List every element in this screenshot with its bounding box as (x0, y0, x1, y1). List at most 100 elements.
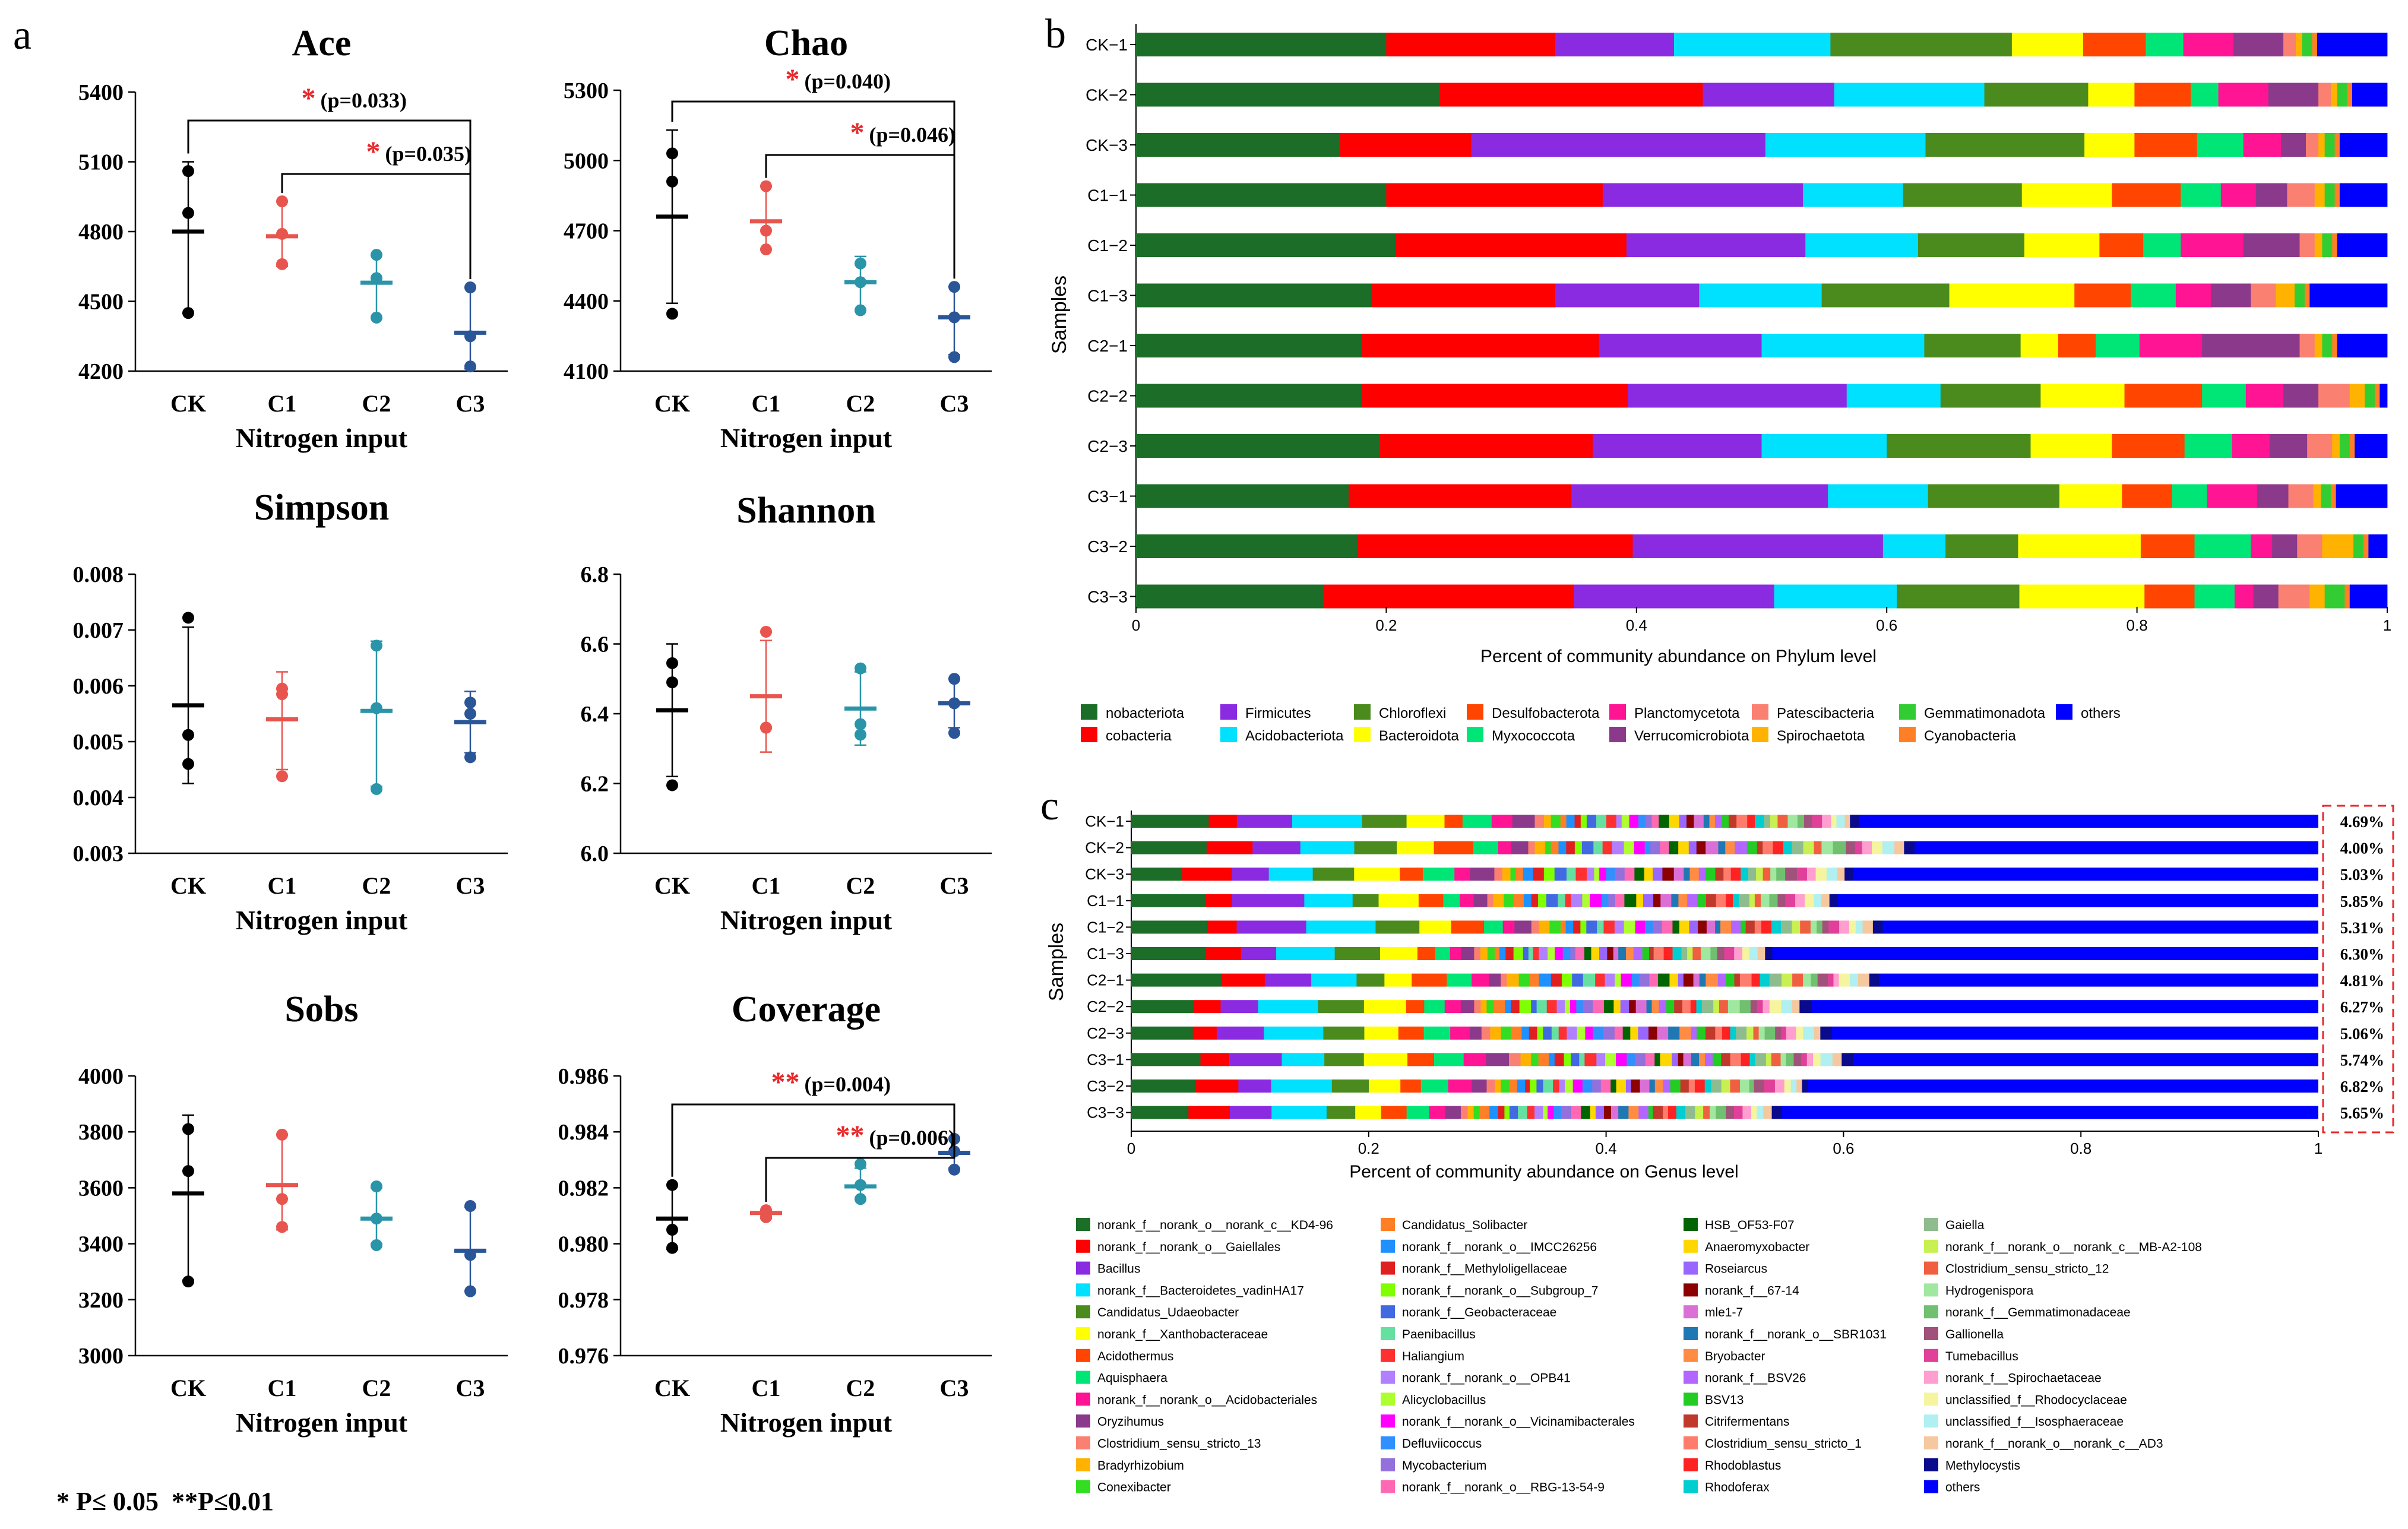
x-tick-label: 0 (1127, 1139, 1135, 1157)
genus-bar-segment (1620, 1000, 1629, 1014)
genus-bar-segment (1703, 1106, 1710, 1119)
genus-bar-segment (1511, 1026, 1522, 1040)
genus-bar-segment (1726, 1106, 1735, 1119)
genus-legend-swatch (1924, 1327, 1938, 1340)
genus-legend-swatch (1924, 1305, 1938, 1319)
genus-bar-segment (1764, 815, 1771, 828)
genus-bar-segment (1742, 947, 1750, 960)
genus-bar-segment (1710, 947, 1717, 960)
genus-bar-segment (1711, 1080, 1722, 1093)
genus-bar-segment (1622, 1026, 1631, 1040)
genus-bar-segment (1236, 920, 1306, 934)
x-tick-label: 0.6 (1876, 616, 1897, 634)
genus-bar-segment (1660, 894, 1672, 907)
genus-bar-segment (1511, 841, 1529, 854)
genus-bar-segment (1821, 841, 1833, 854)
genus-bar-segment (1518, 973, 1530, 987)
genus-bar-segment (1312, 868, 1355, 881)
genus-bar-segment (1472, 973, 1489, 987)
y-tick-label: 3600 (78, 1176, 124, 1201)
genus-bar-segment (1435, 947, 1451, 960)
genus-bar-segment (1529, 1026, 1537, 1040)
genus-bar-segment (1683, 1053, 1692, 1066)
genus-bar-segment (1746, 1026, 1754, 1040)
genus-bar-segment (1448, 1080, 1472, 1093)
genus-bar-segment (1567, 1026, 1577, 1040)
genus-bar-segment (1613, 947, 1619, 960)
phylum-legend-label: Spirochaetota (1777, 728, 1865, 744)
phylum-bar-segment (2112, 434, 2185, 458)
phylum-bar-segment (2297, 534, 2322, 558)
genus-bar-segment (1241, 947, 1277, 960)
genus-bar-others (1853, 868, 2318, 881)
genus-bar-segment (1705, 894, 1716, 907)
y-tick-label: 5300 (564, 78, 609, 103)
genus-bar-segment (1822, 815, 1831, 828)
x-tick-label: C3 (940, 1375, 969, 1401)
genus-legend-label: Defluviicoccus (1402, 1437, 1482, 1451)
genus-legend-label: norank_f__norank_o__norank_c__MB-A2-108 (1945, 1240, 2202, 1254)
genus-bar-segment (1669, 815, 1680, 828)
genus-bar-segment (1131, 947, 1205, 960)
genus-bar-segment (1631, 1080, 1640, 1093)
genus-bar-segment (1454, 868, 1470, 881)
phylum-bar-segment (2332, 233, 2338, 257)
genus-legend-swatch (1684, 1370, 1698, 1384)
genus-legend-swatch (1684, 1480, 1698, 1493)
phylum-bar-segment (2088, 83, 2135, 107)
genus-bar-segment (1663, 1106, 1669, 1119)
genus-bar-segment (1792, 973, 1803, 987)
genus-bar-segment (1616, 815, 1622, 828)
genus-bar-segment (1821, 894, 1830, 907)
genus-bar-segment (1748, 868, 1757, 881)
genus-bar-segment (1625, 1080, 1632, 1093)
x-tick-label: 0.8 (2070, 1139, 2091, 1157)
y-tick-label: 0.003 (73, 841, 124, 866)
unclassified-percent-label: 4.00% (2340, 840, 2384, 857)
genus-bar-segment (1792, 841, 1803, 854)
y-tick-label: 3000 (78, 1344, 124, 1369)
genus-bar-segment (1839, 973, 1850, 987)
phylum-bar-segment (1805, 233, 1919, 257)
genus-legend-label: Candidatus_Solibacter (1402, 1218, 1527, 1232)
unclassified-percent-label: 5.85% (2340, 892, 2384, 910)
phylum-bar-segment (1887, 434, 2031, 458)
genus-bar-segment (1844, 868, 1853, 881)
x-tick-label: C3 (940, 390, 969, 417)
phylum-bar-segment (2309, 283, 2388, 308)
genus-legend-swatch (1924, 1414, 1938, 1428)
genus-bar-segment (1194, 1000, 1221, 1014)
genus-legend-swatch (1076, 1392, 1090, 1406)
data-point (464, 751, 476, 764)
genus-bar-segment (1644, 868, 1653, 881)
panel-title: Coverage (732, 989, 881, 1030)
genus-bar-segment (1334, 947, 1381, 960)
genus-legend-swatch (1381, 1261, 1395, 1275)
genus-bar-segment (1693, 973, 1700, 987)
genus-bar-segment (1814, 1026, 1821, 1040)
genus-bar-segment (1537, 894, 1547, 907)
panel-title: Shannon (736, 490, 875, 531)
genus-bar-segment (1770, 815, 1778, 828)
phylum-bar-segment (2349, 384, 2365, 408)
y-tick-label: 0.978 (558, 1288, 609, 1313)
unclassified-percent-label: 6.82% (2340, 1078, 2384, 1096)
data-point (276, 1221, 288, 1233)
unclassified-percent-label: 4.69% (2340, 813, 2384, 831)
genus-bar-segment (1615, 973, 1621, 987)
genus-bar-segment (1685, 1106, 1695, 1119)
genus-bar-segment (1691, 1026, 1697, 1040)
phylum-legend-label: Planctomycetota (1634, 705, 1740, 721)
genus-bar-segment (1490, 1026, 1501, 1040)
genus-bar-segment (1669, 973, 1679, 987)
x-axis-title: Nitrogen input (236, 905, 408, 935)
y-tick-label: 0.006 (73, 674, 124, 699)
significance-bracket (765, 154, 955, 279)
genus-bar-segment (1621, 973, 1632, 987)
genus-bar-segment (1517, 1080, 1526, 1093)
phylum-bar-segment (2191, 83, 2219, 107)
genus-legend-swatch (1381, 1305, 1395, 1319)
sample-label: C3−3 (1087, 588, 1128, 606)
genus-legend-swatch (1076, 1458, 1090, 1471)
phylum-bar-segment (1136, 183, 1387, 207)
